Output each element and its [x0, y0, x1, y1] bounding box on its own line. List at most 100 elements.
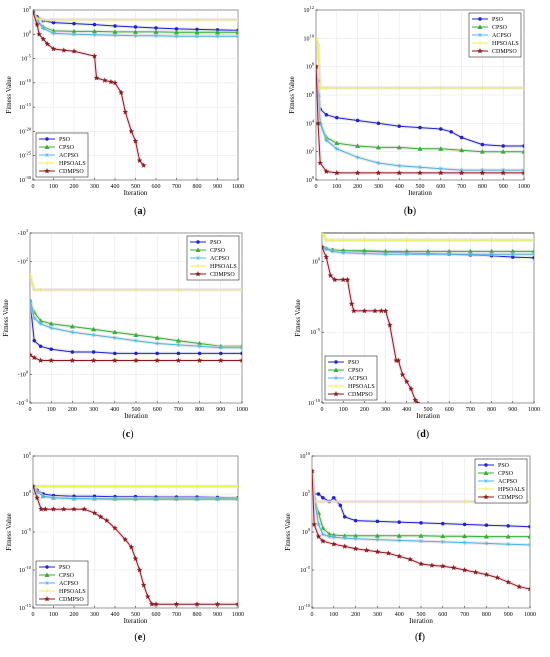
x-axis-label: Iteration — [124, 189, 148, 197]
pso-marker — [334, 360, 338, 364]
pso-marker — [532, 255, 534, 260]
cdmpso-marker — [112, 525, 118, 531]
y-tick-label: 1012 — [304, 5, 315, 14]
hpsoals-marker — [316, 36, 319, 41]
cpso-marker — [44, 144, 50, 149]
pso-marker — [133, 25, 138, 29]
hpsoals-marker — [489, 237, 494, 243]
x-tick-label: 300 — [90, 612, 99, 618]
cpso-marker — [48, 321, 54, 326]
pso-marker — [91, 350, 96, 354]
cdmpso-marker — [323, 168, 330, 174]
y-tick-label: 10-20 — [19, 126, 32, 135]
acpso-marker — [133, 33, 138, 38]
y-tick-label: -102 — [18, 256, 28, 265]
y-tick-label: 10-15 — [19, 603, 32, 612]
x-tick-label: 600 — [152, 612, 161, 618]
acpso-marker — [397, 538, 402, 543]
acpso-marker — [355, 155, 360, 160]
chart-panel-f: 0 100 200 300 400 500 600 700 800 900 1000 1010 105 1… — [284, 451, 536, 643]
legend: PSO CPSO ACPSO HPSOALS CDMPSO — [35, 560, 89, 606]
pso-marker — [218, 351, 223, 356]
legend-entry-hpsoals: HPSOALS — [59, 161, 86, 167]
cdmpso-marker — [44, 167, 50, 174]
x-tick-label: 300 — [89, 407, 98, 413]
hpsoals-marker — [195, 263, 201, 269]
x-axis-label: Iteration — [416, 412, 440, 420]
acpso-marker — [425, 252, 431, 257]
hpsoals-marker — [30, 273, 33, 278]
acpso-marker — [195, 255, 201, 261]
pso-marker — [397, 520, 402, 524]
y-tick-label: 10-30 — [19, 175, 32, 184]
hpsoals-marker — [38, 287, 43, 292]
acpso-marker — [375, 537, 380, 542]
acpso-marker — [176, 342, 181, 348]
x-tick-label: 900 — [216, 407, 225, 413]
pso-marker — [316, 492, 321, 496]
legend: PSO CPSO ACPSO HPSOALS CDMPSO — [474, 458, 528, 504]
y-tick-label: -10-3 — [16, 398, 28, 407]
cpso-marker — [483, 470, 489, 475]
cdmpso-marker — [385, 550, 392, 556]
x-tick-label: 300 — [373, 612, 382, 618]
cdmpso-marker — [408, 385, 414, 392]
pso-marker — [113, 351, 117, 356]
cdmpso-marker — [417, 169, 423, 176]
y-tick-label: 100 — [306, 175, 315, 184]
x-tick-label: 0 — [32, 184, 35, 190]
acpso-marker — [235, 497, 238, 502]
x-tick-label: 200 — [70, 612, 79, 618]
acpso-marker — [194, 497, 200, 502]
x-tick-label: 1000 — [232, 184, 244, 190]
cdmpso-marker — [194, 601, 200, 607]
cpso-line — [312, 471, 530, 538]
cpso-marker — [418, 533, 424, 538]
cpso-marker — [527, 533, 530, 539]
cdmpso-marker — [136, 157, 143, 164]
pso-marker — [459, 135, 464, 140]
cdmpso-marker — [128, 544, 135, 550]
pso-marker — [72, 21, 76, 26]
y-tick-label: 10-5 — [21, 527, 31, 536]
legend-entry-cpso: CPSO — [210, 248, 226, 254]
y-tick-label: 106 — [306, 90, 315, 99]
hpsoals-marker — [324, 237, 329, 243]
cdmpso-marker — [50, 45, 57, 52]
hpsoals-marker — [404, 237, 409, 243]
cpso-marker — [396, 533, 402, 538]
hpsoals-marker — [153, 17, 159, 22]
cdmpso-marker — [472, 569, 479, 575]
y-tick-label: 10-10 — [19, 565, 32, 574]
hpsoals-marker — [112, 17, 118, 22]
y-tick-label: 1010 — [300, 451, 311, 460]
x-tick-label: 200 — [353, 184, 362, 190]
legend-entry-hpsoals: HPSOALS — [498, 487, 525, 493]
pso-marker — [155, 351, 159, 356]
cpso-marker — [505, 533, 511, 539]
y-tick-label: 100 — [23, 29, 32, 38]
legend-entry-cdmpso: CDMPSO — [59, 169, 84, 175]
cdmpso-marker — [372, 307, 378, 314]
pso-marker — [376, 121, 381, 126]
x-tick-label: 600 — [153, 407, 162, 413]
y-tick-label: 10-10 — [298, 603, 311, 612]
x-tick-label: 800 — [195, 407, 204, 413]
y-tick-label: 105 — [23, 5, 32, 14]
y-tick-label: -100 — [18, 370, 29, 379]
y-tick-label: 100 — [302, 527, 311, 536]
acpso-marker — [239, 345, 242, 350]
pso-marker — [418, 125, 422, 130]
y-tick-label: 10-15 — [19, 102, 32, 111]
cdmpso-marker — [93, 74, 100, 81]
hpsoals-marker — [51, 484, 56, 489]
acpso-marker — [194, 34, 200, 39]
acpso-marker — [353, 536, 358, 542]
cpso-marker — [154, 335, 160, 340]
pso-marker — [353, 518, 358, 523]
x-tick-label: 200 — [70, 184, 79, 190]
x-axis-label: Iteration — [409, 617, 433, 625]
x-tick-label: 100 — [339, 407, 348, 413]
cdmpso-marker — [33, 10, 36, 15]
panel-caption: (e) — [134, 632, 145, 643]
